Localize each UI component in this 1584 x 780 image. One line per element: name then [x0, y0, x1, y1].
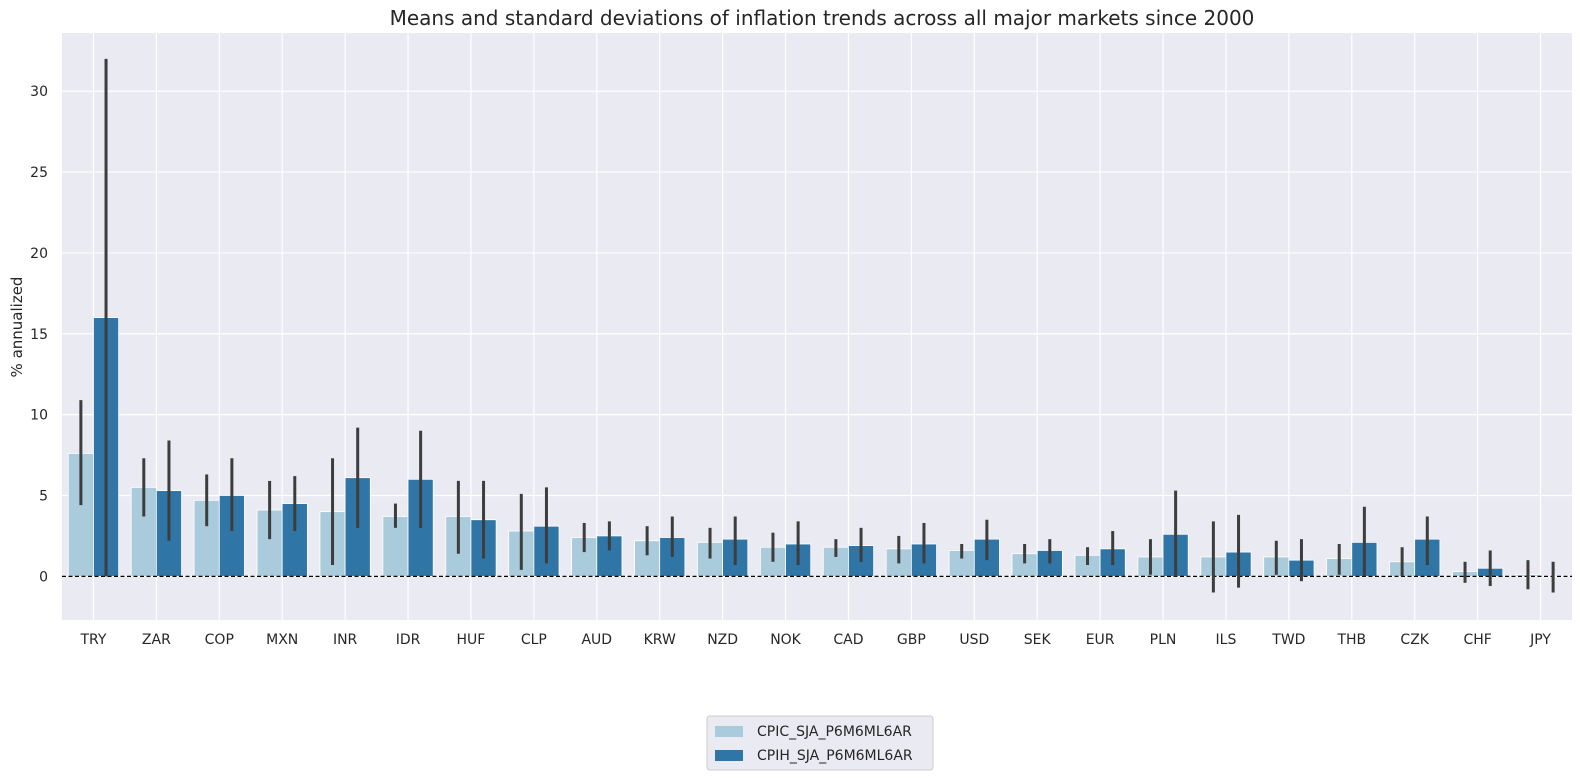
x-tick-label: CAD — [833, 632, 863, 648]
x-tick-label: CHF — [1463, 632, 1491, 648]
y-tick-label: 15 — [30, 327, 48, 343]
x-tick-label: HUF — [457, 632, 486, 648]
x-tick-label: INR — [333, 632, 358, 648]
x-tick-label: ILS — [1216, 632, 1237, 648]
y-axis-label: % annualized — [8, 277, 26, 378]
x-tick-label: THB — [1336, 632, 1366, 648]
x-tick-label: TRY — [79, 632, 106, 648]
plot-area: 0 5 10 15 20 25 30 TRY ZAR COP MXN INR IDR HUF CLP AUD K… — [30, 33, 1572, 648]
legend-swatch-cpih — [715, 750, 743, 761]
x-tick-label: JPY — [1529, 632, 1551, 648]
legend-frame — [706, 715, 934, 771]
legend-label-cpih: CPIH_SJA_P6M6ML6AR — [757, 748, 913, 764]
x-tick-label: COP — [205, 632, 234, 648]
chart-title: Means and standard deviations of inflati… — [390, 6, 1255, 30]
y-tick-label: 30 — [30, 84, 48, 100]
x-tick-label: MXN — [266, 632, 298, 648]
y-tick-label: 0 — [39, 569, 48, 585]
x-tick-label: PLN — [1150, 632, 1177, 648]
x-tick-label: KRW — [644, 632, 676, 648]
y-tick-label: 5 — [39, 488, 48, 504]
x-tick-label: EUR — [1086, 632, 1115, 648]
x-tick-label: ZAR — [142, 632, 171, 648]
x-tick-label: TWD — [1271, 632, 1305, 648]
y-tick-label: 25 — [30, 165, 48, 181]
legend-swatch-cpic — [715, 726, 743, 737]
x-tick-label: USD — [959, 632, 989, 648]
y-tick-label: 20 — [30, 246, 48, 262]
plot-background — [62, 33, 1572, 620]
x-tick-label: CLP — [521, 632, 547, 648]
bar-cpih — [596, 535, 623, 577]
x-tick-label: CZK — [1400, 632, 1429, 648]
x-tick-label: NOK — [770, 632, 801, 648]
y-tick-label: 10 — [30, 408, 48, 424]
x-tick-label: SEK — [1024, 632, 1052, 648]
x-tick-label: GBP — [897, 632, 926, 648]
x-tick-label: IDR — [396, 632, 421, 648]
x-tick-label: NZD — [707, 632, 738, 648]
x-tick-label: AUD — [581, 632, 612, 648]
legend: CPIC_SJA_P6M6ML6AR CPIH_SJA_P6M6ML6AR — [706, 715, 934, 771]
legend-label-cpic: CPIC_SJA_P6M6ML6AR — [757, 724, 912, 740]
